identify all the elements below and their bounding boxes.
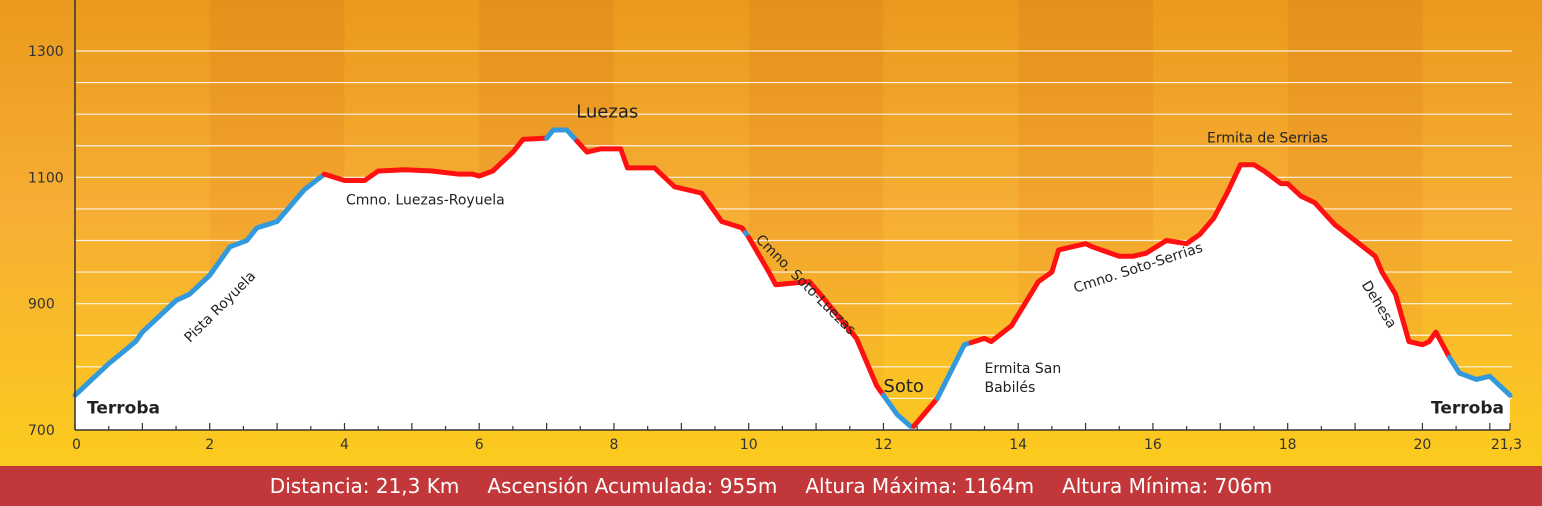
x-tick-label: 8 [610, 437, 619, 453]
elevation-area [75, 129, 1510, 431]
elevation-profile-chart: 0 2 4 6 8 10 12 14 16 18 20 21,3 700 900 1100 1300 Ter… [0, 0, 1542, 466]
route-segment [321, 135, 550, 183]
x-tick-label: 2 [205, 437, 214, 453]
min-altitude-stat: Altura Mínima: 706m [1062, 474, 1273, 498]
annotation-label: Terroba [1431, 398, 1504, 418]
x-tick-label: 6 [475, 437, 484, 453]
y-tick-label: 1300 [28, 44, 64, 60]
max-altitude-stat: Altura Máxima: 1164m [805, 474, 1035, 498]
x-tick-label: 14 [1009, 437, 1027, 453]
distance-stat: Distancia: 21,3 Km [269, 474, 460, 498]
x-tick-label: 21,3 [1491, 437, 1522, 453]
y-tick-label: 900 [28, 297, 55, 313]
x-tick-label: 16 [1144, 437, 1162, 453]
route-segment [72, 171, 327, 398]
x-tick-label: 0 [72, 437, 81, 453]
annotation-label: Cmno. Luezas-Royuela [346, 192, 505, 208]
ascent-stat: Ascensión Acumulada: 955m [487, 474, 778, 498]
x-tick-label: 4 [340, 437, 349, 453]
annotation-label: Luezas [576, 101, 638, 122]
y-tick-label: 700 [28, 423, 55, 439]
route-segment [574, 138, 748, 236]
x-tick-label: 18 [1279, 437, 1297, 453]
x-tick-label: 10 [740, 437, 758, 453]
y-tick-label: 1100 [28, 170, 64, 186]
route-segment [1446, 354, 1513, 398]
x-tick-label: 20 [1414, 437, 1432, 453]
y-axis: 700 900 1100 1300 [28, 0, 76, 439]
x-axis: 0 2 4 6 8 10 12 14 16 18 20 21,3 [72, 423, 1522, 453]
route-segment [911, 395, 940, 429]
route-segment [544, 127, 580, 144]
route-segment [746, 234, 886, 398]
route-segment [968, 162, 1452, 360]
annotation-label: Terroba [87, 398, 160, 418]
annotation-label: Ermita de Serrias [1207, 131, 1328, 147]
annotation-label: Soto [883, 376, 924, 397]
annotation-label: Ermita San [985, 361, 1062, 377]
annotation-label: Babilés [985, 380, 1036, 396]
route-stats-bar: Distancia: 21,3 Km Ascensión Acumulada: … [0, 466, 1542, 506]
x-tick-label: 12 [875, 437, 893, 453]
route-line [72, 127, 1513, 429]
